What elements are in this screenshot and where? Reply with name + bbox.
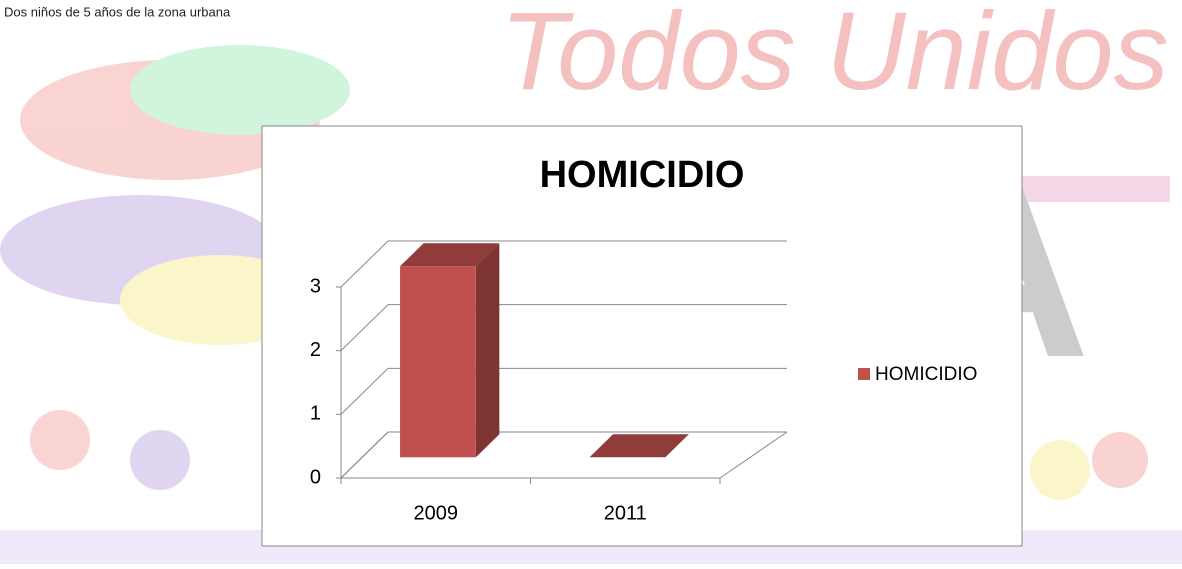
x-tick-label: 2009	[414, 502, 459, 524]
decor	[20, 60, 320, 180]
decor	[30, 410, 90, 470]
y-tick-label: 2	[310, 339, 321, 361]
y-tick-label: 1	[310, 403, 321, 425]
grid-line	[340, 367, 389, 415]
grid-line	[340, 304, 389, 352]
x-tick-label: 2011	[604, 502, 647, 524]
legend-swatch	[858, 368, 870, 380]
decor	[130, 45, 350, 135]
grid-line	[340, 431, 389, 479]
chart-frame	[261, 125, 1023, 547]
y-tick-label: 3	[310, 275, 321, 297]
decor	[1030, 440, 1090, 500]
bar-front	[400, 266, 476, 458]
legend-label: HOMICIDIO	[875, 364, 977, 385]
bar-top	[400, 243, 500, 267]
bar	[589, 434, 689, 458]
bar-side	[475, 243, 500, 458]
y-tick-label: 0	[310, 466, 321, 488]
decor	[0, 195, 280, 305]
background-art	[0, 45, 1182, 564]
floor-edge	[719, 431, 788, 479]
caption: Dos niños de 5 años de la zona urbana	[4, 4, 231, 19]
grid-line	[340, 240, 389, 288]
watermark-slogan: Todos Unidos por	[500, 0, 1182, 113]
bar-top	[589, 434, 689, 458]
decor	[130, 430, 190, 490]
chart-title: HOMICIDIO	[540, 154, 745, 196]
bar	[400, 243, 500, 458]
decor	[1092, 432, 1148, 488]
